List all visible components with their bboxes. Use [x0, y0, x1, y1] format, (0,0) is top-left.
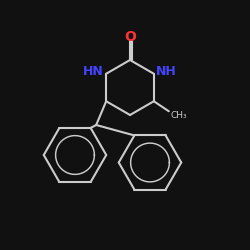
Text: HN: HN [83, 65, 104, 78]
Text: O: O [124, 30, 136, 44]
Text: CH₃: CH₃ [170, 110, 187, 120]
Text: NH: NH [156, 65, 177, 78]
